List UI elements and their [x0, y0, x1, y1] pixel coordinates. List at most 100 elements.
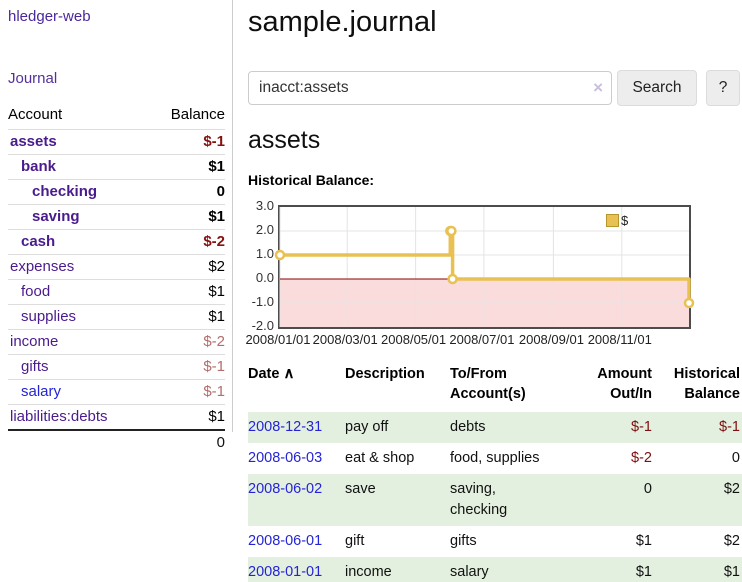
- register-header-description: Description: [345, 366, 425, 382]
- date-header-label: Date: [248, 366, 280, 382]
- chart-legend: $: [606, 212, 629, 229]
- sort-ascending-icon: ∧: [283, 365, 295, 382]
- transaction-accounts: saving, checking: [450, 474, 568, 526]
- register-header-row: Date ∧ Description To/From Account(s) Am…: [248, 360, 742, 412]
- account-link-liabilities-debts[interactable]: liabilities:debts: [10, 408, 108, 425]
- transaction-amount: $-1: [568, 412, 654, 443]
- help-button[interactable]: ?: [706, 70, 740, 106]
- transaction-description: income: [345, 557, 450, 582]
- account-row: expenses $2: [8, 254, 225, 280]
- account-name-cell: expenses: [8, 254, 149, 280]
- x-tick-label: 2008/09/01: [518, 332, 584, 347]
- transaction-balance: 0: [731, 450, 740, 466]
- account-row: liabilities:debts $1: [8, 404, 225, 430]
- transaction-balance: $1: [654, 557, 742, 582]
- account-balance: $-2: [148, 229, 225, 255]
- y-tick-label: -1.0: [251, 294, 274, 309]
- account-link-expenses[interactable]: expenses: [10, 258, 75, 275]
- account-name-cell: salary: [8, 379, 149, 405]
- account-balance: $-1: [148, 129, 225, 155]
- transaction-amount: $-2: [631, 450, 652, 466]
- transaction-date-cell: 2008-12-31: [248, 412, 345, 443]
- account-heading: assets: [248, 126, 321, 154]
- date-link[interactable]: 2008-06-01: [248, 533, 323, 549]
- register-header-date[interactable]: Date ∧: [248, 360, 345, 412]
- transaction-description: save: [345, 474, 450, 526]
- y-tick-label: 3.0: [255, 198, 274, 213]
- account-name-cell: saving: [8, 204, 149, 230]
- accounts-header-account: Account: [8, 106, 63, 123]
- transaction-row[interactable]: 2008-06-03 eat & shop food, supplies $-2 0: [248, 443, 742, 474]
- account-row: supplies $1: [8, 304, 225, 330]
- spacer: [8, 429, 149, 455]
- transaction-date-cell: 2008-06-02: [248, 474, 345, 526]
- date-link[interactable]: 2008-06-02: [248, 481, 323, 497]
- account-name-cell: gifts: [8, 354, 149, 380]
- transaction-date-cell: 2008-01-01: [248, 557, 345, 582]
- transaction-amount: $1: [568, 557, 654, 582]
- y-tick-label: 2.0: [255, 222, 274, 237]
- transaction-amount: 0: [568, 474, 654, 526]
- transaction-date-cell: 2008-06-03: [248, 443, 345, 474]
- app-title-link[interactable]: hledger-web: [8, 8, 91, 25]
- x-tick-label: 2008/07/01: [449, 332, 515, 347]
- account-balance: $1: [148, 279, 225, 305]
- main-content: sample.journal × Search ? assets Histori…: [245, 0, 742, 582]
- page-title: sample.journal: [248, 6, 437, 38]
- date-link[interactable]: 2008-12-31: [248, 419, 323, 435]
- account-row: saving $1: [8, 204, 225, 230]
- plot-area: [274, 205, 695, 329]
- search-input[interactable]: [248, 71, 612, 105]
- account-link-saving[interactable]: saving: [32, 208, 80, 225]
- account-balance: $1: [148, 204, 225, 230]
- transaction-description: eat & shop: [345, 450, 415, 466]
- accounts-total-row: 0: [8, 429, 225, 455]
- account-row: checking 0: [8, 179, 225, 205]
- account-link-income[interactable]: income: [10, 333, 59, 350]
- register-header-balance: Historical Balance: [673, 366, 740, 402]
- accounts-header-balance: Balance: [170, 106, 225, 123]
- accounts-total-balance: 0: [148, 429, 225, 455]
- x-tick-label: 2008/11/01: [587, 332, 652, 347]
- chart-title: Historical Balance:: [248, 172, 375, 188]
- accounts-header-row: Account Balance: [8, 104, 225, 130]
- account-row: cash $-2: [8, 229, 225, 255]
- register-header-amount: Amount Out/In: [597, 366, 652, 402]
- account-balance: $-1: [148, 379, 225, 405]
- account-link-gifts[interactable]: gifts: [21, 358, 49, 375]
- account-balance: $2: [148, 254, 225, 280]
- transaction-row[interactable]: 2008-06-01 gift gifts $1 $2: [248, 526, 742, 557]
- account-link-supplies[interactable]: supplies: [21, 308, 77, 325]
- transaction-balance: $2: [654, 474, 742, 526]
- account-name-cell: cash: [8, 229, 149, 255]
- transaction-accounts: gifts: [450, 533, 477, 549]
- date-link[interactable]: 2008-06-03: [248, 450, 323, 466]
- transaction-amount: $1: [635, 533, 652, 549]
- transaction-row[interactable]: 2008-12-31 pay off debts $-1 $-1: [248, 412, 742, 443]
- account-link-food[interactable]: food: [21, 283, 51, 300]
- clear-search-icon[interactable]: ×: [593, 78, 603, 97]
- transaction-row[interactable]: 2008-01-01 income salary $1 $1: [248, 557, 742, 582]
- account-row: food $1: [8, 279, 225, 305]
- account-name-cell: liabilities:debts: [8, 404, 149, 430]
- date-link[interactable]: 2008-01-01: [248, 564, 323, 580]
- search-button[interactable]: Search: [617, 70, 697, 106]
- x-tick-label: 2008/03/01: [312, 332, 378, 347]
- account-link-cash[interactable]: cash: [21, 233, 56, 250]
- transaction-balance: $2: [723, 533, 740, 549]
- account-balance: $-2: [148, 329, 225, 355]
- transaction-accounts: food, supplies: [450, 450, 540, 466]
- sidebar-item-journal[interactable]: Journal: [8, 70, 58, 87]
- account-link-salary[interactable]: salary: [21, 383, 62, 400]
- account-name-cell: food: [8, 279, 149, 305]
- account-balance: 0: [148, 179, 225, 205]
- account-link-assets[interactable]: assets: [10, 133, 57, 150]
- account-link-checking[interactable]: checking: [32, 183, 98, 200]
- account-link-bank[interactable]: bank: [21, 158, 57, 175]
- legend-swatch-icon: [606, 214, 619, 228]
- account-balance: $1: [148, 404, 225, 430]
- account-name-cell: checking: [8, 179, 149, 205]
- account-row: bank $1: [8, 154, 225, 180]
- legend-label: $: [621, 213, 629, 229]
- transaction-row[interactable]: 2008-06-02 save saving, checking 0 $2: [248, 474, 742, 526]
